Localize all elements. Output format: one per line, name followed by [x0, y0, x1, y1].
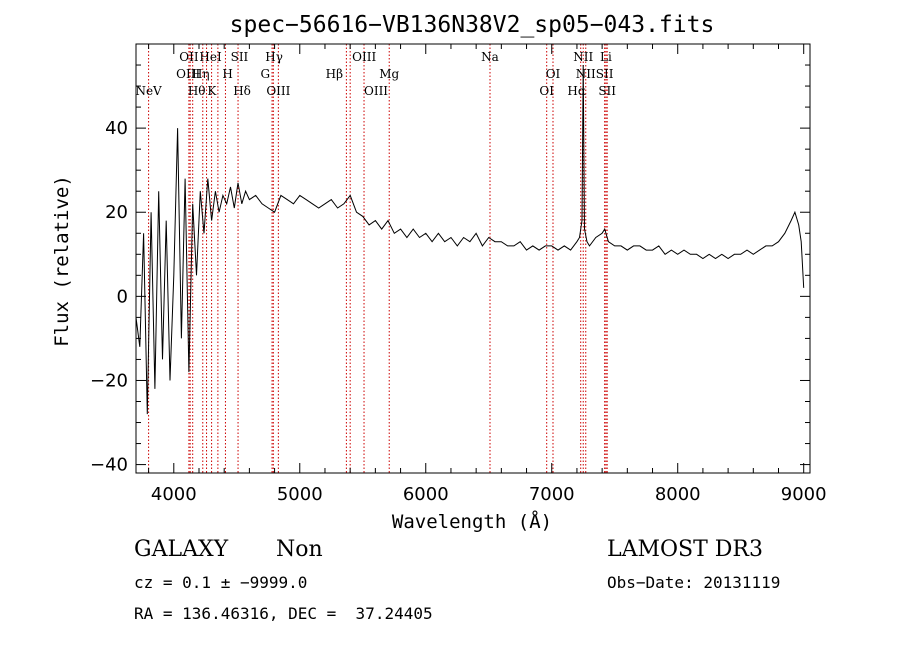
line-label-9: Hδ	[233, 84, 251, 98]
line-label-4: Hη	[192, 67, 210, 81]
line-label-0: NeV	[135, 84, 162, 98]
spectrum-line	[135, 64, 805, 415]
x-tick-label-5000: 5000	[277, 484, 323, 505]
y-tick-label--20: −20	[90, 370, 128, 391]
x-tick-label-6000: 6000	[403, 484, 449, 505]
y-axis-label: Flux (relative)	[51, 175, 73, 347]
plot-frame	[135, 43, 811, 474]
line-label-20: NII	[573, 50, 593, 64]
line-label-24: SII	[596, 67, 614, 81]
line-label-23: Li	[600, 50, 612, 64]
y-tick-label-20: 20	[105, 202, 128, 223]
x-axis: 4000 5000 6000 7000 8000 9000	[148, 44, 827, 505]
line-label-11: G	[261, 67, 271, 81]
line-label-17: Na	[481, 50, 499, 64]
line-label-2: OIII	[176, 67, 200, 81]
object-class: GALAXY	[134, 537, 229, 562]
line-label-8: SII	[231, 50, 249, 64]
line-label-18: OI	[539, 84, 554, 98]
line-label-25: SII	[598, 84, 616, 98]
line-label-22: Hα	[567, 84, 586, 98]
y-tick-label-0: 0	[117, 286, 128, 307]
y-tick-label-40: 40	[105, 118, 128, 139]
line-label-15: OIII	[364, 84, 388, 98]
survey-name: LAMOST DR3	[607, 537, 763, 562]
line-label-6: H	[222, 67, 232, 81]
line-label-7: K	[207, 84, 217, 98]
line-label-14: Hβ	[326, 67, 343, 81]
line-label-3: Hθ	[188, 84, 206, 98]
line-label-16: Mg	[379, 67, 399, 81]
line-label-13: OIII	[352, 50, 376, 64]
y-tick-label--40: −40	[90, 455, 128, 476]
emission-line-markers	[148, 44, 608, 473]
x-tick-label-7000: 7000	[529, 484, 575, 505]
line-label-19: OI	[546, 67, 561, 81]
line-label-10: Hγ	[265, 50, 283, 64]
redshift-readout: cz = 0.1 ± −9999.0	[134, 573, 308, 592]
line-label-1: OII	[179, 50, 199, 64]
observation-date: Obs−Date: 20131119	[607, 573, 781, 592]
line-label-21: NII	[576, 67, 596, 81]
coordinates-readout: RA = 136.46316, DEC = 37.24405	[134, 604, 433, 623]
line-label-12: OIII	[266, 84, 290, 98]
line-label-5: HeI	[199, 50, 222, 64]
y-axis: −40 −20 0 20 40	[90, 64, 810, 476]
object-subclass: Non	[276, 537, 323, 562]
chart-title: spec−56616−VB136N38V2_sp05−043.fits	[230, 12, 715, 38]
x-tick-label-8000: 8000	[655, 484, 701, 505]
x-tick-label-9000: 9000	[781, 484, 827, 505]
x-tick-label-4000: 4000	[151, 484, 197, 505]
x-axis-label: Wavelength (Å)	[392, 510, 552, 533]
